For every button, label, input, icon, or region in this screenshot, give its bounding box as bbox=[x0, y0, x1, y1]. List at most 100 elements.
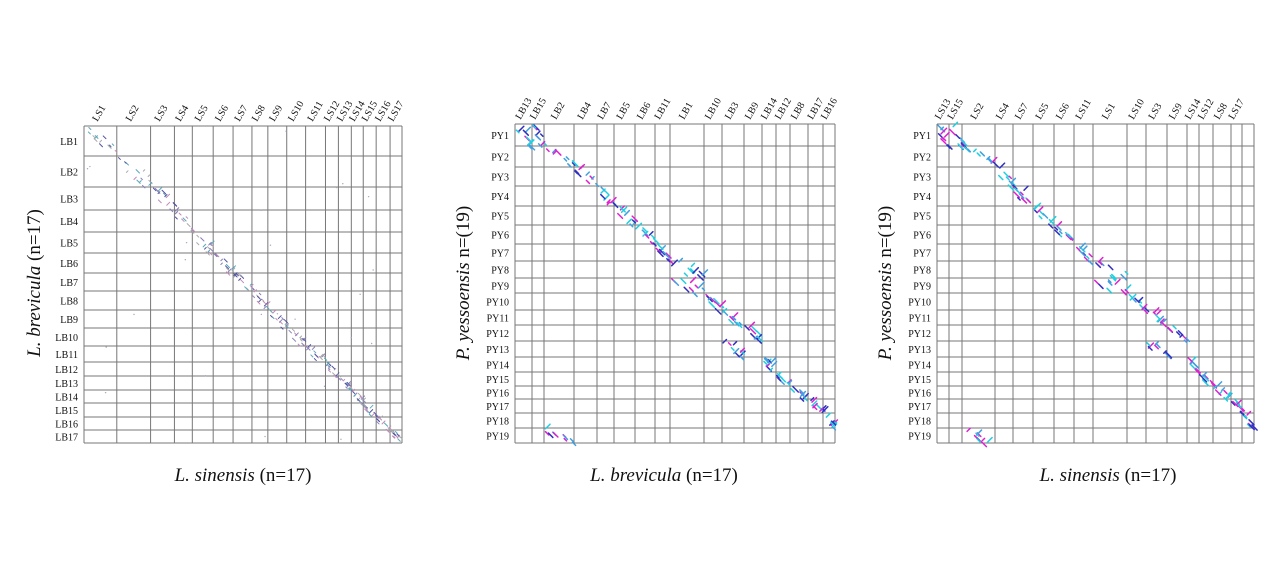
synteny-dot bbox=[357, 392, 362, 397]
synteny-dot bbox=[535, 130, 541, 136]
synteny-dot bbox=[1183, 339, 1188, 344]
synteny-dot bbox=[278, 319, 283, 323]
synteny-dot bbox=[256, 300, 261, 305]
synteny-dot bbox=[802, 392, 809, 400]
synteny-dot bbox=[657, 244, 664, 251]
synteny-dot bbox=[233, 273, 238, 278]
synteny-dot bbox=[733, 347, 740, 355]
synteny-dot bbox=[394, 431, 398, 434]
synteny-dot bbox=[940, 127, 948, 135]
synteny-dot bbox=[266, 306, 270, 310]
synteny-dot bbox=[719, 300, 727, 307]
synteny-dot bbox=[1037, 206, 1044, 213]
synteny-dot bbox=[299, 335, 303, 339]
synteny-dot bbox=[261, 298, 265, 302]
row-label: PY11 bbox=[909, 314, 931, 325]
synteny-dot bbox=[697, 281, 705, 289]
synteny-dot bbox=[1048, 223, 1054, 229]
synteny-dot bbox=[776, 373, 784, 380]
row-label: LB2 bbox=[60, 168, 78, 179]
synteny-dot bbox=[263, 305, 267, 309]
synteny-dot bbox=[213, 253, 218, 258]
synteny-dot bbox=[1223, 389, 1228, 395]
synteny-dot bbox=[1075, 246, 1081, 252]
synteny-dot bbox=[943, 131, 950, 138]
synteny-dot bbox=[142, 169, 146, 172]
synteny-dot bbox=[1201, 371, 1208, 378]
column-label: LS9 bbox=[1167, 102, 1185, 122]
synteny-dot bbox=[525, 126, 532, 133]
synteny-dot bbox=[1204, 381, 1210, 387]
synteny-dot bbox=[975, 432, 980, 437]
synteny-dot bbox=[319, 353, 324, 358]
synteny-dot bbox=[786, 381, 791, 386]
column-label: LB4 bbox=[576, 101, 594, 122]
synteny-dot bbox=[220, 262, 223, 266]
synteny-dot bbox=[1225, 393, 1232, 400]
synteny-dot bbox=[135, 169, 140, 174]
synteny-dot bbox=[739, 350, 746, 357]
synteny-dot bbox=[1122, 291, 1127, 296]
panel-2-x-axis-title: L. brevicula (n=17) bbox=[564, 465, 764, 487]
column-label: LS8 bbox=[250, 104, 268, 124]
panel-2-y-axis-title: P. yessoensis n=(19) bbox=[453, 183, 475, 383]
synteny-dot bbox=[295, 332, 299, 337]
panel-3-x-axis-title: L. sinensis (n=17) bbox=[1008, 465, 1208, 487]
column-label: LS6 bbox=[213, 104, 231, 124]
synteny-dot bbox=[563, 157, 568, 162]
synteny-dot bbox=[93, 135, 98, 140]
synteny-dot bbox=[981, 437, 986, 442]
synteny-dot bbox=[301, 342, 305, 346]
synteny-dot bbox=[301, 338, 304, 341]
row-label: PY11 bbox=[487, 314, 509, 325]
synteny-dot bbox=[208, 251, 213, 256]
synteny-dot bbox=[946, 144, 951, 149]
synteny-dot bbox=[790, 387, 796, 393]
x-species: L. sinensis bbox=[1039, 465, 1120, 486]
column-label: LS3 bbox=[153, 104, 171, 124]
synteny-dot bbox=[1109, 274, 1117, 282]
synteny-dot bbox=[554, 148, 562, 156]
synteny-dot bbox=[392, 435, 396, 439]
synteny-dot bbox=[986, 157, 993, 164]
synteny-dot bbox=[600, 193, 606, 200]
synteny-dot bbox=[678, 257, 684, 263]
synteny-dot bbox=[133, 176, 137, 180]
synteny-dot bbox=[174, 211, 179, 215]
row-label: LB15 bbox=[55, 406, 78, 417]
synteny-dot bbox=[209, 247, 214, 252]
synteny-dot bbox=[1176, 331, 1181, 336]
synteny-dot bbox=[1156, 309, 1162, 315]
synteny-dot bbox=[650, 234, 656, 240]
synteny-dot bbox=[360, 395, 366, 400]
synteny-dot bbox=[303, 336, 307, 340]
synteny-dot bbox=[732, 340, 738, 346]
synteny-dot bbox=[272, 310, 276, 314]
synteny-dot bbox=[237, 273, 242, 278]
column-label: LS10 bbox=[286, 99, 306, 123]
row-label: PY12 bbox=[908, 329, 931, 340]
synteny-dot bbox=[666, 258, 671, 263]
synteny-dot bbox=[1014, 187, 1021, 195]
synteny-dot bbox=[1227, 391, 1232, 396]
synteny-dot bbox=[980, 440, 988, 448]
synteny-dot bbox=[1023, 185, 1029, 191]
synteny-dot bbox=[1106, 287, 1113, 294]
synteny-dot bbox=[270, 310, 273, 314]
synteny-dot bbox=[799, 389, 805, 395]
synteny-dot bbox=[224, 265, 230, 270]
synteny-dot bbox=[683, 286, 690, 293]
synteny-dot bbox=[753, 335, 758, 340]
synteny-dot bbox=[537, 143, 543, 148]
synteny-dot bbox=[1221, 387, 1226, 392]
synteny-dot bbox=[348, 387, 353, 393]
synteny-dot bbox=[348, 380, 352, 384]
synteny-dot bbox=[1141, 303, 1148, 310]
synteny-dot bbox=[698, 270, 706, 278]
synteny-dot bbox=[763, 360, 768, 366]
synteny-dot bbox=[174, 207, 180, 212]
synteny-dot bbox=[323, 385, 326, 388]
synteny-dot bbox=[1079, 242, 1086, 250]
synteny-dot bbox=[571, 162, 576, 167]
synteny-dot bbox=[185, 216, 189, 219]
